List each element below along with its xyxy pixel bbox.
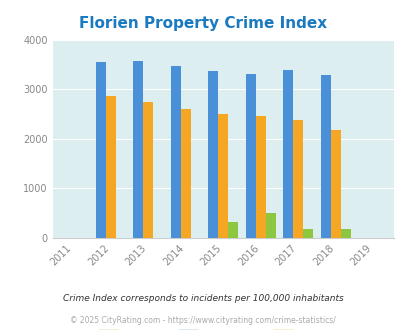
Bar <box>330 130 340 238</box>
Bar <box>255 116 265 238</box>
Text: Florien Property Crime Index: Florien Property Crime Index <box>79 16 326 31</box>
Bar <box>208 71 218 238</box>
Bar <box>265 214 275 238</box>
Bar <box>292 120 303 238</box>
Bar <box>228 222 238 238</box>
Bar <box>106 96 116 238</box>
Bar <box>170 66 180 238</box>
Bar <box>245 74 255 238</box>
Bar <box>133 61 143 238</box>
Bar <box>303 229 313 238</box>
Bar <box>320 75 330 238</box>
Bar <box>180 109 190 238</box>
Legend: Florien, Louisiana, National: Florien, Louisiana, National <box>94 326 351 330</box>
Bar <box>340 229 350 238</box>
Text: © 2025 CityRating.com - https://www.cityrating.com/crime-statistics/: © 2025 CityRating.com - https://www.city… <box>70 315 335 325</box>
Bar <box>96 62 106 238</box>
Bar <box>282 70 292 238</box>
Bar <box>218 114 228 238</box>
Bar <box>143 102 153 238</box>
Text: Crime Index corresponds to incidents per 100,000 inhabitants: Crime Index corresponds to incidents per… <box>62 294 343 303</box>
